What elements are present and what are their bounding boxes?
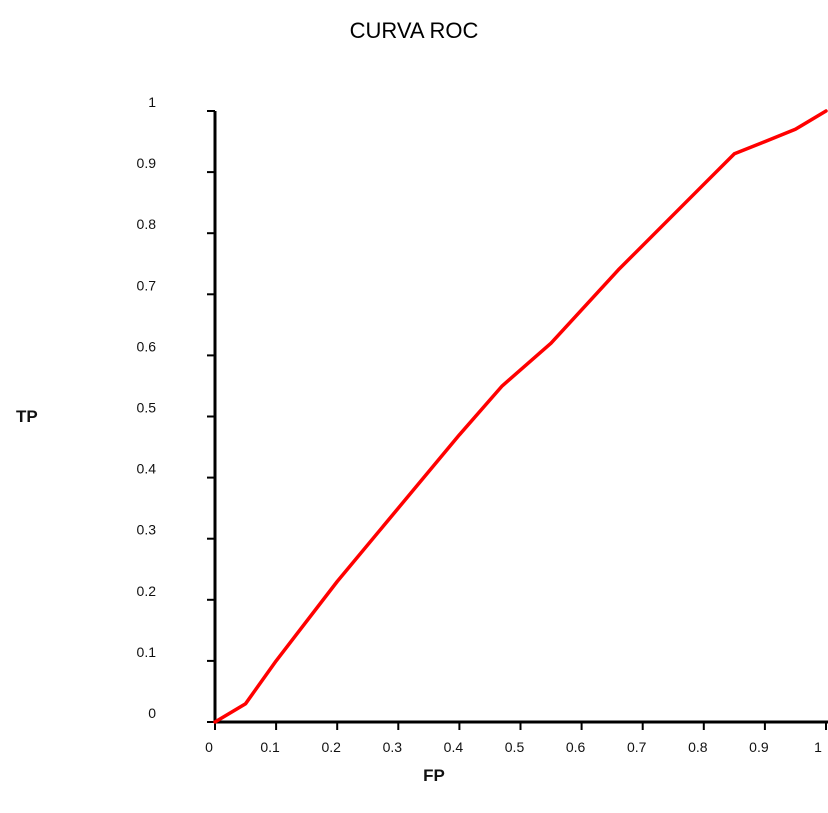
x-tick-label: 0.1: [260, 739, 280, 755]
y-axis-label: TP: [16, 407, 38, 426]
x-tick-label: 0.7: [627, 739, 647, 755]
x-tick-label: 0.3: [383, 739, 403, 755]
y-tick-label: 1: [148, 94, 156, 110]
y-tick-label: 0.4: [137, 461, 157, 477]
chart-title: CURVA ROC: [349, 18, 479, 43]
x-tick-label: 0.2: [321, 739, 341, 755]
x-tick-label: 0.5: [505, 739, 525, 755]
y-tick-label: 0.6: [137, 338, 157, 354]
y-tick-label: 0.2: [137, 583, 157, 599]
x-tick-label: 0.8: [688, 739, 708, 755]
y-tick-label: 0.3: [137, 522, 157, 538]
x-axis-label: FP: [423, 766, 445, 785]
y-tick-label: 0.7: [137, 277, 157, 293]
y-tick-label: 0: [148, 705, 156, 721]
series-layer: [213, 109, 828, 724]
ticks: 0 0.1 0.2 0.3 0.4 0.5 0.6 0.7 0.8 0.9 1 0 0.1 0.2 0.3 0…: [137, 94, 827, 755]
y-tick-label: 0.5: [137, 400, 157, 416]
x-tick-label: 1: [814, 739, 822, 755]
x-tick-label: 0: [205, 739, 213, 755]
x-tick-label: 0.6: [566, 739, 586, 755]
x-tick-label: 0.9: [749, 739, 769, 755]
x-tick-label: 0.4: [444, 739, 464, 755]
axes: [213, 111, 828, 724]
y-tick-label: 0.1: [137, 644, 157, 660]
y-tick-label: 0.9: [137, 155, 157, 171]
y-tick-label: 0.8: [137, 216, 157, 232]
roc-curve-line: [213, 109, 828, 724]
